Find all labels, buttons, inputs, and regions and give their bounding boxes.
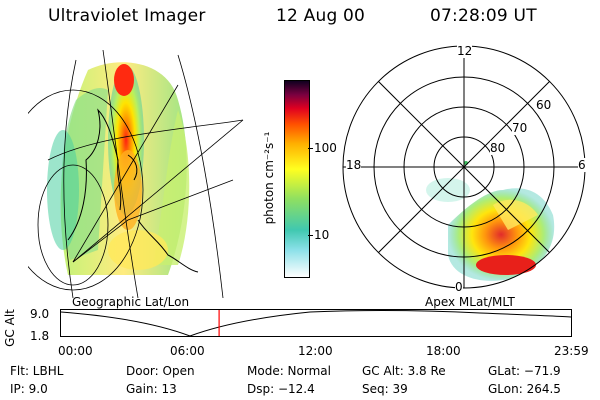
image-date: 12 Aug 00 [276, 6, 366, 26]
mlt-label-0: 0 [455, 280, 463, 294]
mlt-label-18: 18 [346, 158, 362, 172]
mode-info: Mode: Normal [247, 364, 331, 378]
colorbar [284, 80, 310, 278]
ip-info: IP: 9.0 [10, 382, 48, 396]
colorbar-tick-10: 10 [314, 228, 330, 242]
apex-polar-plot [342, 45, 586, 289]
dsp-info: Dsp: −12.4 [247, 382, 315, 396]
timeline-xtick-2: 12:00 [298, 344, 333, 358]
gain-info: Gain: 13 [126, 382, 177, 396]
glon-info: GLon: 264.5 [488, 382, 561, 396]
colorbar-unit-label: photon cm⁻²s⁻¹ [262, 131, 276, 225]
mlat-label-70: 70 [512, 121, 528, 135]
timeline-xtick-4: 23:59 [554, 344, 589, 358]
gc-alt-info: GC Alt: 3.8 Re [362, 364, 446, 378]
geographic-panel-label: Geographic Lat/Lon [72, 295, 190, 309]
instrument-title: Ultraviolet Imager [48, 6, 206, 26]
timeline-ytick-9: 9.0 [30, 307, 50, 321]
image-time: 07:28:09 UT [430, 6, 537, 26]
mlt-label-6: 6 [578, 158, 586, 172]
mlat-label-60: 60 [536, 98, 552, 112]
geographic-auroral-image [28, 49, 244, 298]
mlt-label-12: 12 [457, 44, 473, 58]
filter-info: Flt: LBHL [10, 364, 64, 378]
timeline-xtick-0: 00:00 [58, 344, 93, 358]
colorbar-tickmark [308, 235, 313, 236]
colorbar-tick-100: 100 [314, 141, 337, 155]
apex-panel-label: Apex MLat/MLT [425, 295, 515, 309]
colorbar-tickmark [308, 148, 313, 149]
glat-info: GLat: −71.9 [488, 364, 561, 378]
mlat-label-80: 80 [490, 141, 506, 155]
timeline-plot [60, 309, 572, 337]
seq-info: Seq: 39 [362, 382, 408, 396]
timeline-xtick-3: 18:00 [426, 344, 461, 358]
timeline-ytick-1.8: 1.8 [30, 329, 50, 343]
timeline-xtick-1: 06:00 [170, 344, 205, 358]
door-info: Door: Open [126, 364, 195, 378]
timeline-ylabel: GC Alt [3, 309, 17, 347]
